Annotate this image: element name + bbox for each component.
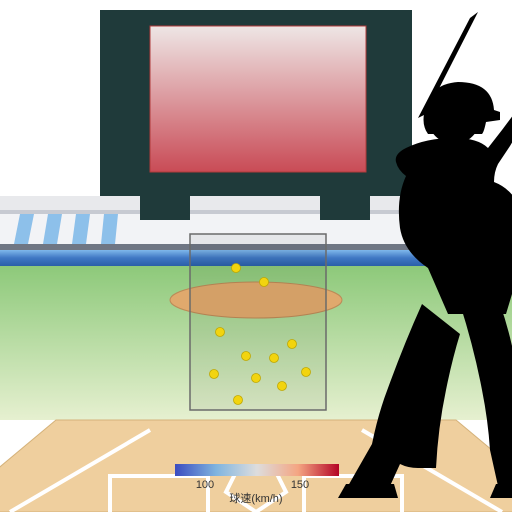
pitch-point: [270, 354, 279, 363]
pitch-chart: 100 150 球速(km/h): [0, 0, 512, 512]
colorbar-tick: 100: [196, 479, 214, 491]
pitch-point: [252, 374, 261, 383]
pitch-point: [278, 382, 287, 391]
pitch-point: [288, 340, 297, 349]
pitch-point: [234, 396, 243, 405]
scoreboard-leg: [140, 196, 190, 220]
scoreboard-leg: [320, 196, 370, 220]
speed-colorbar: [175, 464, 339, 476]
scoreboard-screen: [150, 26, 366, 172]
pitch-point: [216, 328, 225, 337]
stands-aisle: [101, 214, 118, 244]
colorbar-tick: 150: [291, 479, 309, 491]
pitch-point: [242, 352, 251, 361]
pitch-point: [260, 278, 269, 287]
pitch-point: [232, 264, 241, 273]
pitch-point: [302, 368, 311, 377]
colorbar-label: 球速(km/h): [229, 491, 282, 505]
pitch-point: [210, 370, 219, 379]
strike-zone: [190, 234, 326, 410]
